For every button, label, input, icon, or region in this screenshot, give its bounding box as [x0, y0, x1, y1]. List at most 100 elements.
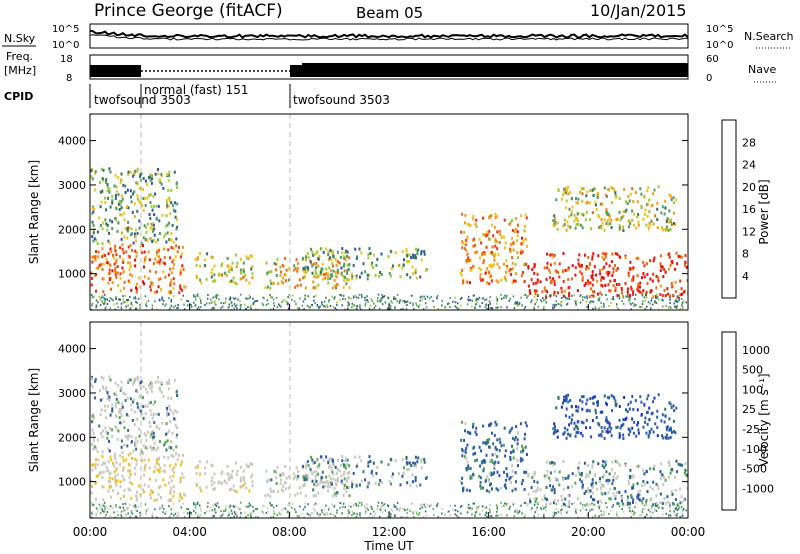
- power-cell: [103, 303, 105, 305]
- velocity-cell: [493, 433, 496, 437]
- velocity-cell: [493, 471, 496, 475]
- power-cell: [284, 299, 287, 302]
- velocity-cell: [276, 514, 278, 517]
- velocity-cell: [521, 458, 524, 462]
- velocity-cell: [170, 440, 173, 443]
- velocity-cell: [280, 488, 283, 492]
- power-cell: [571, 294, 573, 297]
- velocity-cell: [637, 464, 640, 468]
- power-cell: [510, 273, 512, 276]
- power-cell: [551, 253, 554, 256]
- velocity-cell: [134, 436, 137, 440]
- power-cell: [646, 296, 648, 299]
- velocity-cell: [110, 506, 113, 509]
- velocity-cell: [114, 516, 117, 518]
- velocity-cell: [170, 479, 173, 483]
- velocity-cell: [669, 426, 672, 430]
- velocity-cell: [509, 428, 512, 432]
- velocity-cell: [242, 483, 245, 487]
- power-cell: [194, 298, 197, 301]
- velocity-cell: [405, 509, 407, 512]
- power-cell: [420, 250, 423, 253]
- power-cell: [631, 302, 634, 305]
- velocity-cell: [195, 471, 198, 475]
- power-cell: [220, 273, 223, 277]
- velocity-cell: [357, 504, 360, 507]
- velocity-cell: [449, 505, 451, 507]
- velocity-cell: [232, 505, 235, 508]
- velocity-cell: [581, 407, 584, 411]
- velocity-cell: [236, 515, 238, 518]
- power-cell: [390, 250, 393, 254]
- velocity-cell: [168, 404, 171, 408]
- velocity-cell: [122, 503, 124, 506]
- velocity-cell: [514, 509, 517, 511]
- velocity-cell: [632, 474, 635, 478]
- power-cell: [396, 300, 398, 303]
- velocity-cell: [664, 407, 667, 411]
- power-cell: [491, 253, 494, 256]
- power-cell: [612, 187, 615, 191]
- power-cell: [169, 283, 172, 287]
- velocity-cell: [486, 441, 488, 445]
- velocity-cell: [369, 460, 372, 463]
- power-cell: [182, 245, 184, 249]
- velocity-cell: [661, 502, 664, 505]
- velocity-cell: [167, 387, 170, 391]
- power-cell: [506, 294, 508, 297]
- velocity-cell: [585, 418, 588, 422]
- velocity-cell: [335, 516, 338, 518]
- velocity-cell: [554, 425, 556, 429]
- power-cell: [612, 267, 615, 271]
- power-cell: [497, 253, 500, 257]
- power-cell: [394, 307, 396, 310]
- velocity-cell: [581, 434, 584, 438]
- velocity-cell: [293, 508, 296, 511]
- power-cell: [237, 298, 239, 301]
- power-cell: [424, 297, 427, 300]
- velocity-cell: [390, 475, 393, 478]
- velocity-cell: [660, 473, 663, 477]
- power-cell: [360, 308, 362, 310]
- power-cell: [390, 274, 392, 278]
- velocity-cell: [198, 516, 201, 518]
- power-cell: [340, 271, 343, 275]
- velocity-cell: [106, 436, 109, 440]
- time-axis: 00:00 04:00 08:00 12:00 16:00 20:00 00:00: [73, 304, 705, 539]
- velocity-cell: [194, 511, 197, 514]
- power-cell: [212, 306, 215, 309]
- power-cell: [390, 300, 392, 303]
- velocity-cell: [346, 471, 349, 475]
- velocity-cell: [649, 510, 651, 513]
- power-cell: [91, 260, 94, 264]
- power-cell: [173, 282, 176, 286]
- power-cell: [129, 261, 131, 265]
- velocity-cell: [535, 509, 538, 512]
- velocity-cell: [600, 510, 602, 512]
- velocity-cell: [160, 381, 163, 384]
- velocity-cell: [176, 433, 178, 437]
- velocity-cell: [138, 514, 141, 517]
- power-cell: [280, 280, 283, 284]
- power-cell: [643, 275, 646, 279]
- velocity-cell: [531, 507, 533, 510]
- velocity-cell: [557, 397, 560, 400]
- power-cell: [549, 276, 552, 280]
- power-cell: [172, 277, 175, 281]
- colorbar-tick-label: 25: [742, 403, 756, 416]
- power-cell: [564, 206, 567, 210]
- power-cell: [338, 261, 341, 265]
- velocity-cell: [131, 482, 134, 486]
- velocity-cell: [497, 488, 500, 492]
- power-cell: [240, 303, 242, 306]
- power-cell: [491, 250, 493, 254]
- velocity-cell: [485, 506, 488, 509]
- power-cell: [192, 294, 195, 297]
- velocity-cell: [555, 503, 558, 506]
- velocity-cell: [659, 470, 662, 474]
- power-cell: [136, 197, 139, 201]
- velocity-cell: [494, 424, 497, 428]
- velocity-cell: [452, 508, 454, 511]
- velocity-cell: [417, 456, 420, 460]
- velocity-cell: [142, 405, 145, 409]
